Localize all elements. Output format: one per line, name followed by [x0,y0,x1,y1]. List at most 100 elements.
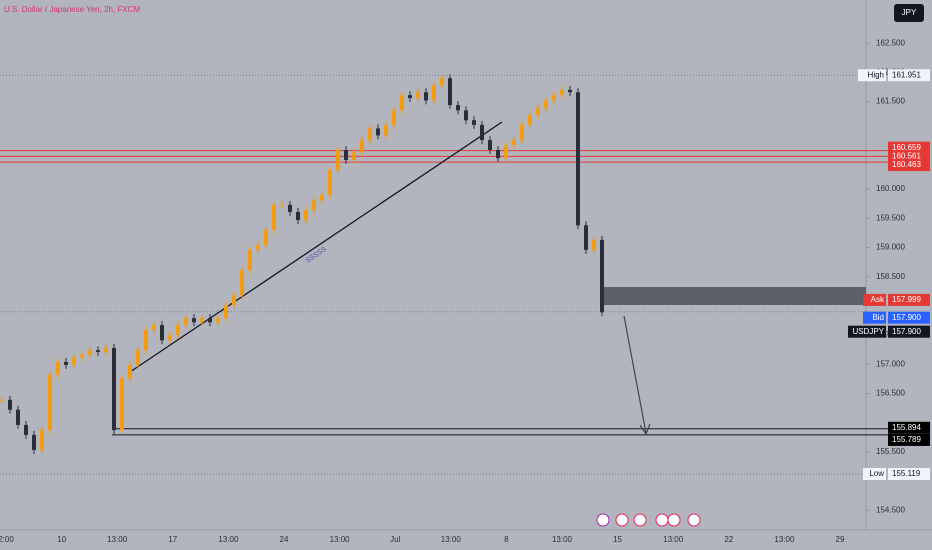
currency-label[interactable]: JPY [902,8,917,17]
price-tag-box [888,325,930,338]
price-tag-value: 161.951 [892,70,921,79]
trend-line [129,121,503,373]
candle-body [288,204,292,212]
candle-body [160,325,164,341]
candle-body [256,245,260,250]
candle-body [40,430,44,451]
candle-body [488,140,492,151]
x-tick-label: 22 [724,535,733,544]
x-tick-label: 10 [57,535,66,544]
candle-body [336,150,340,170]
y-tick-label: 158.500 [876,272,905,281]
candle-body [176,325,180,336]
event-icon[interactable] [667,513,681,527]
arrow-head [639,423,651,436]
price-tag-value: 157.999 [892,295,921,304]
price-tag-value: 157.900 [892,327,921,336]
candle-body [80,354,84,358]
price-tag: 157.900 USDJPY [848,325,930,338]
candle-body [328,169,332,195]
candle-body [376,128,380,136]
price-tag: 160.463 [888,159,930,172]
y-tick-label: 159.500 [876,213,905,222]
price-tag: 157.900 Bid [863,311,930,324]
candle-body [272,204,276,230]
candle-body [8,399,12,410]
candle-body [72,357,76,365]
candle-body [400,95,404,111]
price-tag: 155.789 [888,433,930,446]
x-tick-label: 2:00 [0,535,14,544]
candle-body [144,329,148,351]
price-tag-label: USDJPY [852,327,884,336]
candle-body [200,318,204,323]
y-tick-label: 157.000 [876,359,905,368]
y-tick-label: 154.500 [876,505,905,514]
candle-body [592,239,596,250]
candle-body [208,318,212,323]
price-tag-label-box [863,311,886,324]
chart-title: U.S. Dollar / Japanese Yen, 2h, FXCM [4,5,140,14]
price-tag-label: Low [869,469,884,478]
price-tag-value: 155.789 [892,435,921,444]
candle-body [368,128,372,141]
candle-body [232,295,236,306]
candle-body [560,89,564,96]
event-icons [596,513,701,527]
price-tag: 161.951 High [858,69,930,82]
y-tick-label: 162.500 [876,38,905,47]
arrow-shaft [623,315,647,434]
candle-body [304,210,308,221]
event-icon[interactable] [596,513,610,527]
candle-body [464,110,468,121]
x-tick-label: 13:00 [441,535,462,544]
candle-body [352,152,356,160]
price-tag-label: Ask [871,295,885,304]
price-tag-box [888,433,930,446]
price-tag-value: 155.894 [892,423,921,432]
x-tick-label: 29 [836,535,845,544]
range-box [600,287,866,305]
y-tick-label: 159.000 [876,243,905,252]
candle-body [496,150,500,159]
candle-body [24,424,28,435]
candle-body [456,105,460,111]
candle-body [432,85,436,101]
x-tick-label: 13:00 [663,535,684,544]
candle-body [216,318,220,323]
candle-body [360,140,364,153]
candle-body [480,124,484,141]
y-tick-label: 156.500 [876,389,905,398]
candle-body [136,350,140,365]
candle-body [296,211,300,221]
price-tag-value: 160.659 [892,143,921,152]
event-icon[interactable] [633,513,647,527]
price-tag-box [888,69,930,82]
price-tag-label-box [848,325,886,338]
candle-body [512,140,516,146]
y-tick-label: 161.500 [876,97,905,106]
x-tick-label: 8 [504,535,509,544]
price-tag-label-box [863,293,886,306]
event-icon[interactable] [655,513,669,527]
candle-body [392,110,396,125]
x-tick-label: 13:00 [330,535,351,544]
x-tick-label: 15 [613,535,622,544]
candle-body [424,92,428,101]
candle-body [56,361,60,375]
candle-body [520,124,524,141]
candle-body [408,95,412,99]
event-icon[interactable] [615,513,629,527]
candle-body [576,92,580,226]
candle-body [192,318,196,323]
candle-body [384,124,388,136]
price-tag-box [888,421,930,434]
currency-button[interactable] [894,4,924,22]
price-tag-label-box [858,69,886,82]
candle-body [312,200,316,211]
candle-body [600,239,604,313]
candle-body [224,305,228,319]
price-tag-label: High [868,70,884,79]
event-icon[interactable] [687,513,701,527]
